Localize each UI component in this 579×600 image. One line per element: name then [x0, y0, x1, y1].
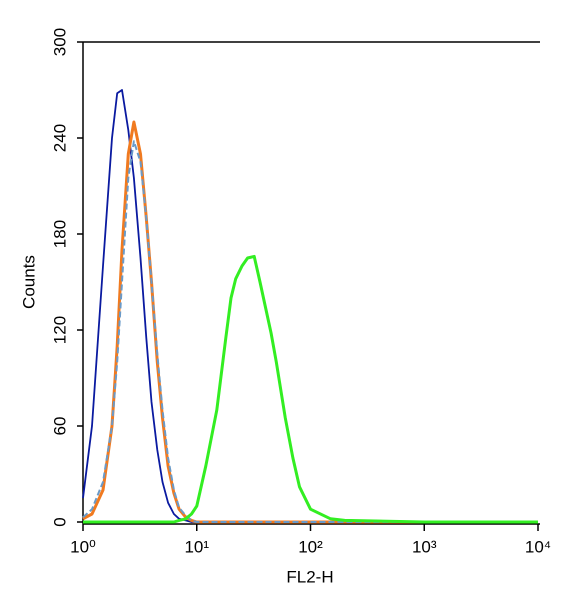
series-line	[82, 89, 538, 523]
y-tick-label: 60	[50, 417, 69, 436]
y-axis-label: Counts	[19, 255, 38, 309]
series-line	[82, 140, 538, 523]
x-axis-label: FL2-H	[286, 567, 333, 586]
series-line	[82, 120, 538, 524]
x-tick-label: 10⁰	[70, 537, 96, 556]
y-tick-label: 120	[50, 316, 69, 344]
x-tick-label: 10¹	[184, 537, 209, 556]
x-tick-label: 10²	[298, 537, 323, 556]
y-tick-label: 300	[50, 28, 69, 56]
x-tick-label: 10³	[412, 537, 437, 556]
y-tick-label: 180	[50, 220, 69, 248]
y-tick-label: 0	[50, 517, 69, 526]
series-line	[83, 254, 538, 524]
x-tick-label: 10⁴	[525, 537, 551, 556]
y-tick-label: 240	[50, 124, 69, 152]
